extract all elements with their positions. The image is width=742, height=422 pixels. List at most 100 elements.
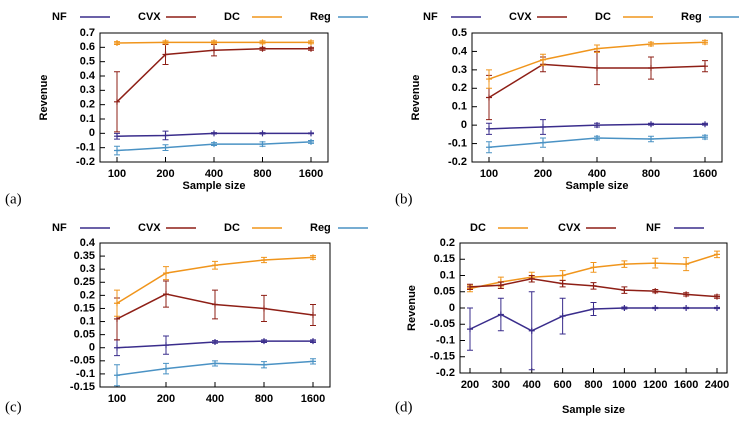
x-tick-label: 100 <box>108 393 126 405</box>
point-marker <box>683 291 690 298</box>
point-marker <box>114 133 120 140</box>
y-tick-label: -0.15 <box>430 351 455 363</box>
legend-label: NF <box>52 11 67 23</box>
point-marker <box>652 260 659 267</box>
y-tick-label: 0.4 <box>452 45 468 57</box>
point-marker <box>497 282 504 289</box>
y-tick-label: 0 <box>461 119 467 131</box>
point-marker <box>652 288 659 295</box>
x-tick-label: 200 <box>461 379 479 391</box>
point-marker <box>162 51 169 58</box>
x-axis-label: Sample size <box>183 180 246 192</box>
point-marker <box>540 56 546 63</box>
legend-label: Reg <box>681 11 702 23</box>
y-tick-label: -0.1 <box>436 334 455 346</box>
y-tick-label: -0.1 <box>76 368 95 380</box>
point-marker <box>702 121 708 128</box>
y-tick-label: -0.05 <box>70 355 95 367</box>
x-tick-label: 400 <box>588 168 606 180</box>
y-tick-label: 0 <box>89 127 95 139</box>
legend-label: NF <box>646 222 661 234</box>
x-tick-label: 800 <box>642 168 660 180</box>
point-marker <box>162 144 169 151</box>
x-axis-label: Sample size <box>562 404 625 416</box>
point-marker <box>648 121 654 128</box>
point-marker <box>308 130 314 137</box>
x-tick-label: 400 <box>206 393 224 405</box>
point-marker <box>308 138 314 145</box>
x-tick-label: 1200 <box>643 379 667 391</box>
point-marker <box>211 39 217 46</box>
y-tick-label: -0.05 <box>430 318 455 330</box>
point-marker <box>259 39 266 46</box>
point-marker <box>114 147 120 154</box>
point-marker <box>702 134 708 141</box>
y-tick-label: 0.1 <box>80 315 95 327</box>
point-marker <box>467 283 473 290</box>
point-marker <box>261 361 267 368</box>
point-marker <box>540 139 546 146</box>
point-marker <box>590 282 597 289</box>
point-marker <box>559 280 566 287</box>
point-marker <box>486 94 492 101</box>
point-marker <box>114 300 120 307</box>
y-tick-label: 0.4 <box>80 70 96 82</box>
legend-label: CVX <box>138 11 161 23</box>
point-marker <box>163 365 169 372</box>
point-marker <box>594 122 600 129</box>
panel-label: (c) <box>5 399 22 415</box>
point-marker <box>212 262 218 269</box>
point-marker <box>308 39 314 46</box>
x-tick-label: 400 <box>523 379 541 391</box>
point-marker <box>714 251 720 258</box>
y-tick-label: 0.5 <box>452 27 467 39</box>
y-axis-label: Revenue <box>406 285 418 331</box>
point-marker <box>559 272 566 279</box>
y-tick-label: 0.15 <box>74 302 95 314</box>
y-tick-label: 0.2 <box>452 82 467 94</box>
panel-label: (d) <box>395 399 413 415</box>
y-tick-label: 0.3 <box>80 263 95 275</box>
x-tick-label: 100 <box>480 168 498 180</box>
y-tick-label: 0.5 <box>80 56 95 68</box>
point-marker <box>310 338 316 345</box>
point-marker <box>590 264 597 271</box>
y-tick-label: 0.1 <box>452 101 467 113</box>
point-marker <box>114 372 120 379</box>
point-marker <box>486 76 492 83</box>
y-tick-label: 0.6 <box>80 41 95 53</box>
y-tick-label: 0 <box>89 342 95 354</box>
y-tick-label: 0.2 <box>80 289 95 301</box>
legend-label: CVX <box>558 222 581 234</box>
y-tick-label: 0.3 <box>452 64 467 76</box>
x-tick-label: 1600 <box>299 168 323 180</box>
y-tick-label: 0.25 <box>74 276 95 288</box>
point-marker <box>163 291 169 298</box>
y-tick-label: 0.7 <box>80 27 95 39</box>
point-marker <box>259 141 266 148</box>
legend-label: DC <box>470 222 486 234</box>
point-marker <box>211 141 217 148</box>
y-tick-label: -0.1 <box>448 137 467 149</box>
legend-label: DC <box>595 11 611 23</box>
legend-label: NF <box>52 222 67 234</box>
legend-label: CVX <box>138 222 161 234</box>
point-marker <box>162 39 169 46</box>
point-marker <box>714 293 720 300</box>
x-tick-label: 800 <box>253 168 271 180</box>
y-tick-label: -0.2 <box>76 156 95 168</box>
x-tick-label: 200 <box>534 168 552 180</box>
x-tick-label: 1600 <box>301 393 325 405</box>
point-marker <box>114 40 120 47</box>
legend-label: DC <box>224 222 240 234</box>
point-marker <box>259 45 266 52</box>
y-tick-label: 0.05 <box>74 329 95 341</box>
x-tick-label: 1600 <box>674 379 698 391</box>
point-marker <box>683 261 690 268</box>
x-tick-label: 800 <box>255 393 273 405</box>
y-tick-label: 0.05 <box>434 286 455 298</box>
point-marker <box>648 41 654 48</box>
point-marker <box>261 305 267 312</box>
x-axis-label: Sample size <box>566 180 629 192</box>
point-marker <box>528 275 535 282</box>
